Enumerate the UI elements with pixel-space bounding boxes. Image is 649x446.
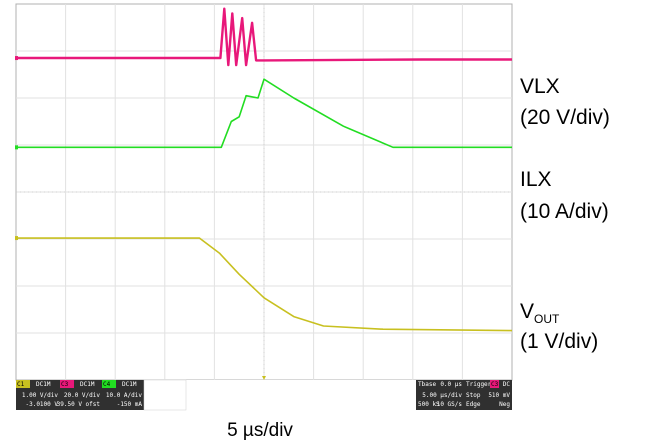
readout-c1-tag-bg	[16, 380, 30, 388]
readout-c1-scale: 1.00 V/div	[22, 392, 59, 399]
trace-ilx	[16, 78, 512, 149]
readout-trigger-label: Trigger	[466, 381, 492, 388]
vout-label: VOUT	[520, 300, 559, 326]
trace-vout	[16, 237, 513, 332]
waveform-traces	[15, 7, 513, 332]
readout-c1-tag: C1	[17, 381, 25, 388]
readout-tbase-srate: 10 GS/s	[437, 401, 463, 408]
ilx-label: ILX	[520, 168, 552, 191]
readout-trigger-mode: Stop	[466, 392, 481, 399]
vout-label-subscript: OUT	[534, 312, 560, 326]
vout-label-main: V	[520, 300, 535, 323]
readout-c3-mode: DC1M	[80, 381, 95, 388]
readout-c1-mode: DC1M	[36, 381, 51, 388]
graticule	[16, 4, 512, 380]
readout-c3-tag: C3	[61, 381, 69, 388]
vout-scale-label: (1 V/div)	[520, 330, 599, 353]
readout-trigger-coupling: DC	[503, 381, 511, 388]
readout-c4-tag-bg	[102, 380, 116, 388]
readout-c4-tag: C4	[103, 381, 111, 388]
ground-marker-vout	[15, 236, 18, 241]
vlx-scale-label: (20 V/div)	[520, 106, 610, 129]
readout-trigger-type: Edge	[466, 401, 481, 408]
readout-c4-mode: DC1M	[122, 381, 137, 388]
readout-trigger-box	[464, 380, 512, 410]
trigger-position-marker	[262, 376, 266, 380]
trace-vlx	[16, 7, 512, 67]
readout-trigger-slope: Neg	[499, 401, 510, 408]
vlx-label: VLX	[520, 75, 560, 98]
readout-tbase-box	[416, 380, 464, 410]
readout-trigger-tag: C3	[491, 381, 499, 388]
readout-tbase-samples: 500 kS	[418, 401, 440, 408]
readout-c4-offset: -150 mA	[117, 401, 143, 408]
readout-c3-scale: 20.0 V/div	[64, 392, 101, 399]
time-per-div-label: 5 µs/div	[227, 420, 293, 441]
readout-tbase-rate: 5.00 µs/div	[422, 392, 462, 399]
readout-c3-tag-bg	[60, 380, 74, 388]
readout-tbase-label: Tbase	[418, 381, 436, 388]
readout-c1-offset: -3.0100 V	[25, 401, 58, 408]
ilx-scale-label: (10 A/div)	[520, 200, 609, 223]
readout-bar: C1 DC1M 1.00 V/div -3.0100 V C3 DC1M 20.…	[16, 379, 512, 411]
readout-trigger-tag-bg	[490, 380, 499, 388]
readout-tbase-delay: 0.0 µs	[440, 381, 462, 388]
ground-marker-ilx	[15, 145, 18, 150]
readout-c3-offset: 39.50 V ofst	[57, 401, 101, 408]
readout-empty-slot	[143, 379, 187, 411]
ground-marker-vlx	[15, 56, 18, 61]
readout-trigger-level: 510 mV	[488, 392, 510, 399]
readout-c4-scale: 10.0 A/div	[106, 392, 143, 399]
